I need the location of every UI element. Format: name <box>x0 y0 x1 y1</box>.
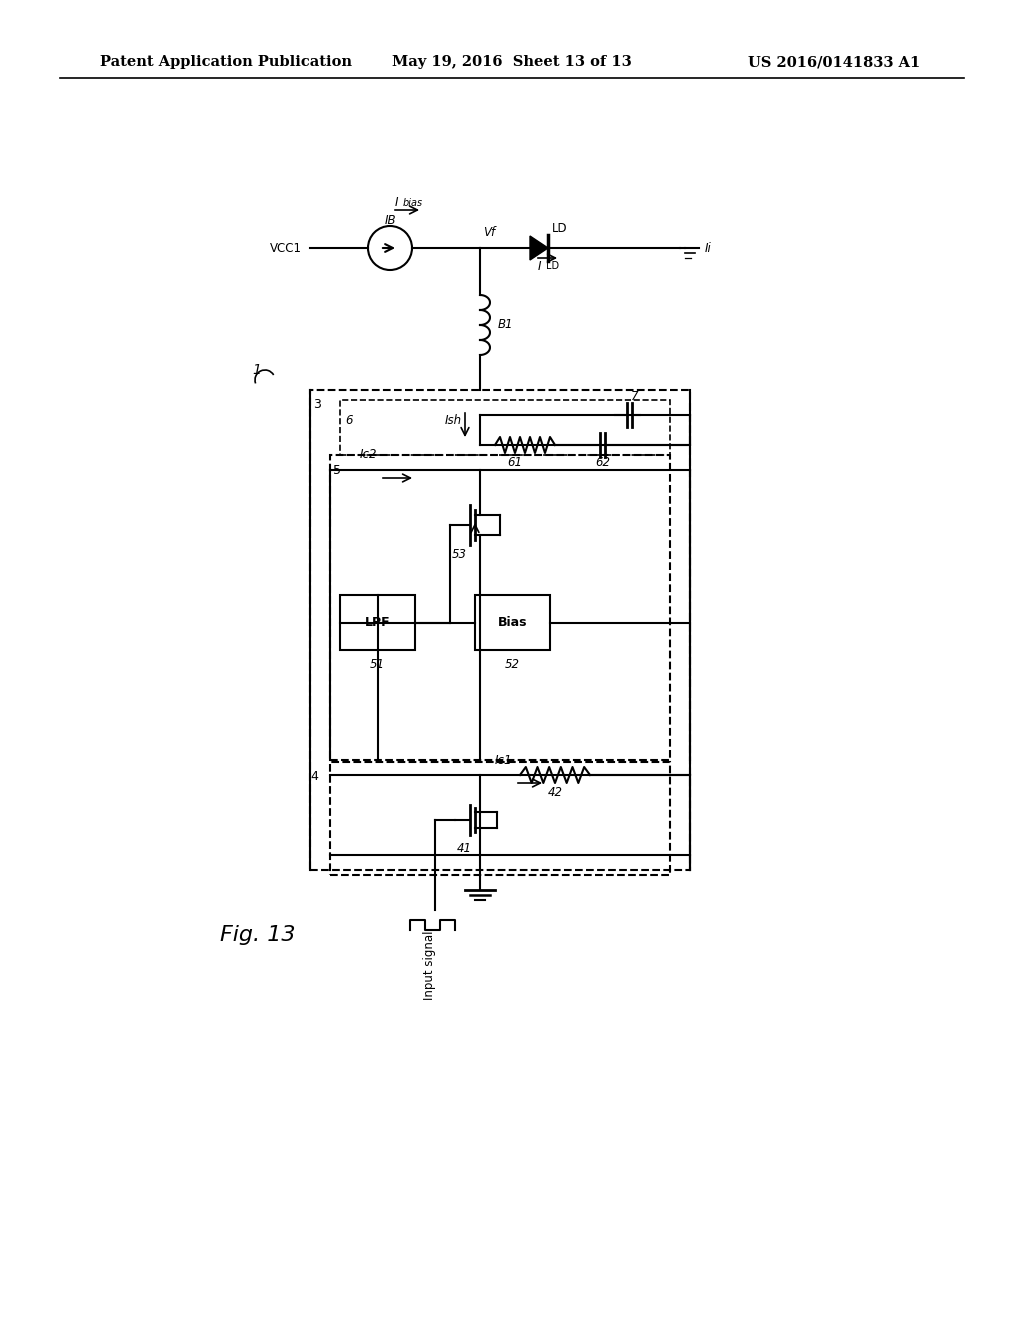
Text: I: I <box>538 260 542 272</box>
Bar <box>330 455 670 760</box>
Text: 1: 1 <box>252 363 261 378</box>
Text: Input signal: Input signal <box>424 931 436 999</box>
Text: Fig. 13: Fig. 13 <box>220 925 296 945</box>
Text: 61: 61 <box>508 457 522 470</box>
Text: IB: IB <box>384 214 395 227</box>
Text: Ish: Ish <box>445 413 462 426</box>
Text: Patent Application Publication: Patent Application Publication <box>100 55 352 69</box>
Text: LD: LD <box>546 261 559 271</box>
Text: 51: 51 <box>370 659 385 672</box>
Text: 6: 6 <box>345 413 352 426</box>
Text: 7: 7 <box>631 391 639 404</box>
Text: Bias: Bias <box>498 616 527 630</box>
Text: 62: 62 <box>596 457 610 470</box>
Text: Vf: Vf <box>483 227 496 239</box>
Text: Ic2: Ic2 <box>360 449 378 462</box>
Text: US 2016/0141833 A1: US 2016/0141833 A1 <box>748 55 920 69</box>
Text: May 19, 2016  Sheet 13 of 13: May 19, 2016 Sheet 13 of 13 <box>392 55 632 69</box>
Text: 41: 41 <box>457 842 472 854</box>
Bar <box>310 389 690 870</box>
Text: 3: 3 <box>313 399 321 412</box>
Text: Ii: Ii <box>705 242 712 255</box>
Text: 52: 52 <box>505 659 520 672</box>
Text: B1: B1 <box>498 318 513 331</box>
Text: 4: 4 <box>310 771 317 784</box>
Bar <box>475 595 550 649</box>
Bar <box>340 400 670 455</box>
Text: Ic1: Ic1 <box>495 754 512 767</box>
Text: 5: 5 <box>333 463 341 477</box>
Text: bias: bias <box>403 198 423 209</box>
Text: LD: LD <box>552 222 568 235</box>
Bar <box>330 762 670 875</box>
Polygon shape <box>530 236 548 260</box>
Text: 42: 42 <box>548 787 562 800</box>
Text: VCC1: VCC1 <box>270 242 302 255</box>
Text: LPF: LPF <box>365 616 390 630</box>
Text: 53: 53 <box>452 549 467 561</box>
Bar <box>340 595 415 649</box>
Text: I: I <box>395 197 398 210</box>
